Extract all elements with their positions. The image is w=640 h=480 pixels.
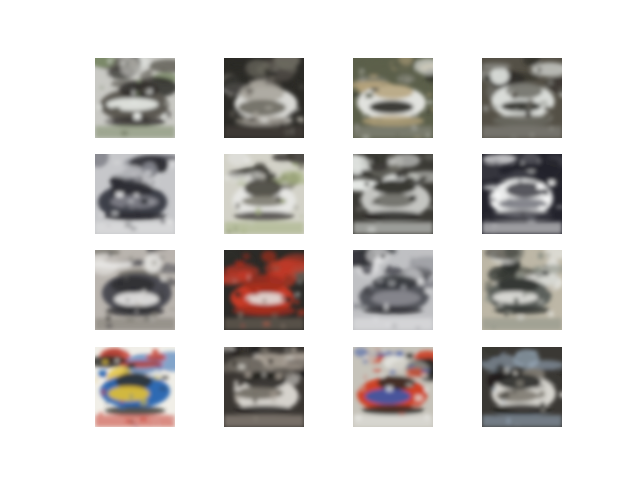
generated-car-sample bbox=[95, 154, 175, 234]
generated-car-sample bbox=[95, 347, 175, 427]
generated-car-sample bbox=[95, 58, 175, 138]
generated-car-sample bbox=[353, 154, 433, 234]
generated-car-sample bbox=[353, 250, 433, 330]
generated-car-sample bbox=[353, 347, 433, 427]
generated-car-sample bbox=[224, 250, 304, 330]
generated-car-sample bbox=[224, 58, 304, 138]
generated-car-sample bbox=[95, 250, 175, 330]
generated-car-sample bbox=[224, 347, 304, 427]
generated-car-sample bbox=[482, 58, 562, 138]
generated-car-sample bbox=[482, 154, 562, 234]
generated-car-sample bbox=[224, 154, 304, 234]
generated-car-sample bbox=[482, 250, 562, 330]
generated-car-sample bbox=[353, 58, 433, 138]
generated-car-sample bbox=[482, 347, 562, 427]
